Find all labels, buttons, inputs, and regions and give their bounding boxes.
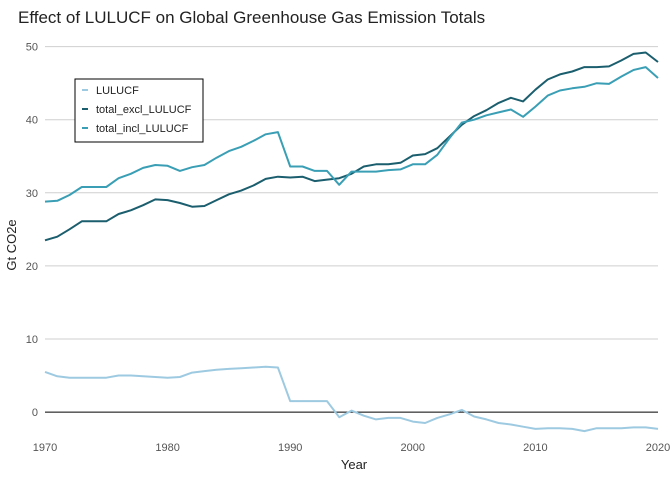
x-tick-labels: 1970 1980 1990 2000 2010 2020 (33, 442, 670, 454)
y-tick-label: 30 (26, 188, 38, 200)
y-tick-label: 20 (26, 261, 38, 273)
legend-label-LULUCF: LULUCF (96, 85, 139, 97)
x-tick-label: 2020 (646, 442, 670, 454)
legend: LULUCF total_excl_LULUCF total_incl_LULUCF (75, 79, 203, 142)
y-tick-label: 50 (26, 42, 38, 54)
chart-title: Effect of LULUCF on Global Greenhouse Ga… (18, 8, 485, 27)
y-axis-label: Gt CO2e (4, 219, 19, 270)
x-tick-label: 2010 (523, 442, 547, 454)
series-line-LULUCF (45, 367, 658, 431)
x-tick-label: 1970 (33, 442, 57, 454)
y-tick-label: 10 (26, 334, 38, 346)
y-tick-labels: 0 10 20 30 40 50 (26, 42, 38, 419)
legend-label-total_incl_LULUCF: total_incl_LULUCF (96, 123, 189, 135)
x-tick-label: 2000 (401, 442, 425, 454)
legend-label-total_excl_LULUCF: total_excl_LULUCF (96, 104, 192, 116)
x-tick-label: 1980 (155, 442, 179, 454)
x-tick-label: 1990 (278, 442, 302, 454)
x-axis-label: Year (341, 457, 368, 472)
y-tick-label: 0 (32, 407, 38, 419)
y-tick-label: 40 (26, 115, 38, 127)
